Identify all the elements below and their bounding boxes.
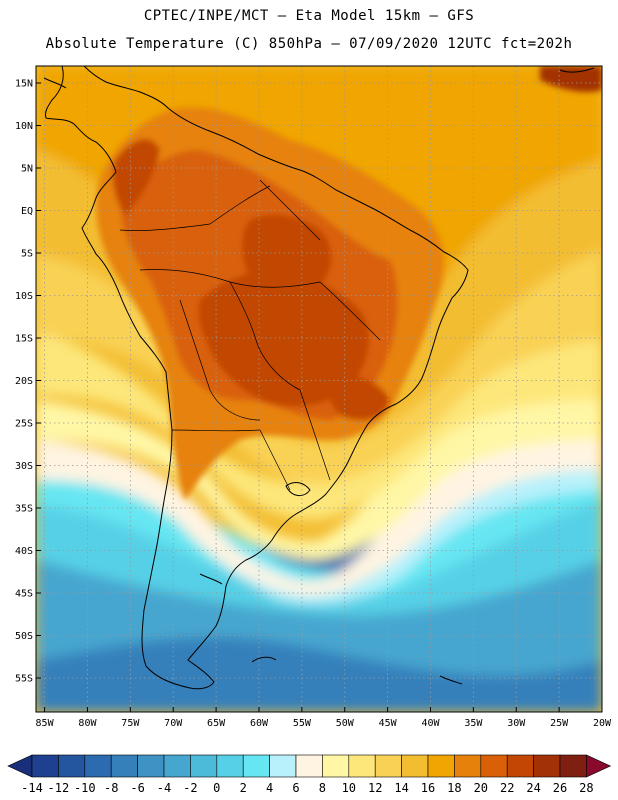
- lon-tick-label: 35W: [464, 718, 483, 729]
- colorbar-swatch: [454, 754, 482, 778]
- colorbar-swatch: [269, 754, 297, 778]
- colorbar-swatch: [506, 754, 534, 778]
- colorbar-swatch: [110, 754, 138, 778]
- lat-tick-label: 15N: [15, 79, 33, 90]
- lon-tick-label: 60W: [250, 718, 269, 729]
- latitude-axis: 15N 10N 5N EQ 5S 10S 15S 20S 25S 30S 35S 40S 45S 50S 5…: [15, 79, 41, 685]
- map-subtitle: Absolute Temperature (C) 850hPa – 07/09/…: [45, 36, 573, 52]
- colorbar-swatch: [31, 754, 59, 778]
- colorbar-swatch: [163, 754, 191, 778]
- band-pale-blue: [200, 465, 602, 604]
- field-continent: [96, 66, 602, 500]
- colorbar-label: 12: [368, 781, 382, 795]
- colorbar-label: -14: [21, 781, 43, 795]
- colorbar-label: 24: [526, 781, 540, 795]
- lat-tick-label: 50S: [15, 631, 33, 642]
- colorbar-swatch: [84, 754, 112, 778]
- colorbar-label: 18: [447, 781, 461, 795]
- region-southeast-core: [328, 376, 390, 420]
- region-caribbean-warm: [540, 66, 602, 92]
- lon-tick-label: 20W: [593, 718, 612, 729]
- colorbar-label: -12: [48, 781, 70, 795]
- colorbar-swatch: [58, 754, 86, 778]
- colorbar-label: -4: [157, 781, 171, 795]
- lon-tick-label: 50W: [336, 718, 355, 729]
- band-cyan: [36, 478, 602, 616]
- colorbar-label: 26: [553, 781, 567, 795]
- colorbar-label: 14: [394, 781, 408, 795]
- lat-tick-label: 25S: [15, 419, 33, 430]
- lat-tick-label: 15S: [15, 334, 33, 345]
- colorbar-swatch: [559, 754, 587, 778]
- colorbar-swatch: [348, 754, 376, 778]
- band-light-cyan: [36, 458, 602, 599]
- colorbar-label: -2: [183, 781, 197, 795]
- lon-tick-label: 65W: [207, 718, 226, 729]
- region-brown-north: [242, 214, 332, 297]
- colorbar-label: 6: [292, 781, 299, 795]
- colorbar-label: -10: [74, 781, 96, 795]
- lon-tick-label: 85W: [36, 718, 55, 729]
- lon-tick-label: 70W: [164, 718, 183, 729]
- map-title: CPTEC/INPE/MCT – Eta Model 15km – GFS: [143, 8, 475, 24]
- colorbar-label: 8: [319, 781, 326, 795]
- band-yellow: [36, 230, 602, 485]
- colorbar-label: 16: [421, 781, 435, 795]
- lat-tick-label: 55S: [15, 674, 33, 685]
- lat-tick-label: 5S: [21, 249, 33, 260]
- lon-tick-label: 30W: [507, 718, 526, 729]
- lat-tick-label: EQ: [21, 206, 33, 217]
- lon-tick-label: 25W: [550, 718, 569, 729]
- lon-tick-label: 40W: [421, 718, 440, 729]
- lon-tick-label: 45W: [379, 718, 398, 729]
- band-cream: [36, 430, 602, 596]
- lat-tick-label: 10S: [15, 291, 33, 302]
- colorbar-swatch: [533, 754, 561, 778]
- longitude-axis: 85W 80W 75W 70W 65W 60W 55W 50W 45W 40W 35W 30W 25W 2…: [36, 707, 612, 729]
- colorbar-label: 10: [342, 781, 356, 795]
- lat-tick-label: 10N: [15, 121, 33, 132]
- colorbar-swatch: [480, 754, 508, 778]
- colorbar-label: 22: [500, 781, 514, 795]
- lon-tick-label: 80W: [78, 718, 97, 729]
- band-pale-yellow: [36, 390, 602, 560]
- colorbar-label: 2: [240, 781, 247, 795]
- colorbar-label: 28: [579, 781, 593, 795]
- colorbar-label: 0: [213, 781, 220, 795]
- lat-tick-label: 5N: [21, 164, 33, 175]
- lat-tick-label: 40S: [15, 546, 33, 557]
- colorbar-swatch: [427, 754, 455, 778]
- lat-tick-label: 35S: [15, 504, 33, 515]
- colorbar: -14 -12 -10 -8 -6 -4 -2 0 2 4 6 8 10 12 14 16 18 20 22 24 26…: [7, 754, 612, 795]
- colorbar-swatch: [401, 754, 429, 778]
- colorbar-swatch: [137, 754, 165, 778]
- coastlines: [43, 66, 595, 690]
- lon-tick-label: 55W: [293, 718, 312, 729]
- lat-tick-label: 30S: [15, 461, 33, 472]
- colorbar-swatch: [242, 754, 270, 778]
- lat-tick-label: 45S: [15, 589, 33, 600]
- field-bands: [36, 66, 602, 712]
- colorbar-label: 20: [474, 781, 488, 795]
- colorbar-under-arrow: [7, 754, 33, 778]
- country-borders: [119, 179, 381, 491]
- plot-frame: [35, 65, 603, 713]
- colorbar-label: -6: [130, 781, 144, 795]
- colorbar-swatch: [216, 754, 244, 778]
- temperature-field: [36, 66, 602, 712]
- lon-tick-label: 75W: [121, 718, 140, 729]
- colorbar-swatch: [322, 754, 350, 778]
- colorbar-label: 4: [266, 781, 273, 795]
- region-andes-north: [113, 139, 160, 215]
- lat-tick-label: 20S: [15, 376, 33, 387]
- colorbar-label: -8: [104, 781, 118, 795]
- colorbar-swatch: [295, 754, 323, 778]
- colorbar-swatch: [374, 754, 402, 778]
- colorbar-over-arrow: [586, 754, 612, 778]
- colorbar-swatch: [190, 754, 218, 778]
